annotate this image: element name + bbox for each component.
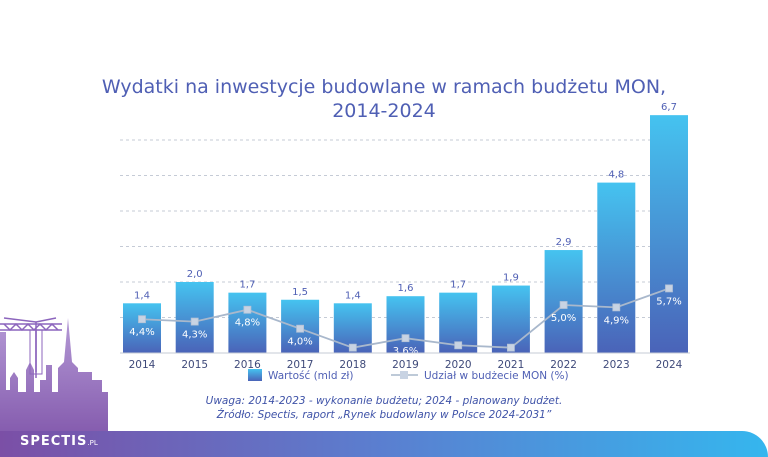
x-axis-ticks: 2014 2015 2016 2017 2018 2019 2020 2021 2022 2023… <box>129 359 683 371</box>
x-tick-label: 2019 <box>392 359 419 371</box>
x-tick-label: 2020 <box>445 359 472 371</box>
bar <box>650 115 688 354</box>
bar-value-label: 6,7 <box>661 102 677 113</box>
share-value-label: 5,0% <box>551 313 576 324</box>
logo-suffix: .PL <box>87 439 98 447</box>
x-tick-label: 2024 <box>656 359 683 371</box>
bar-value-label: 1,5 <box>292 287 308 298</box>
share-point <box>296 324 305 333</box>
bar <box>597 182 636 353</box>
legend-bar-label: Wartość (mld zł) <box>268 370 353 382</box>
x-tick-label: 2016 <box>234 359 261 371</box>
share-point <box>612 303 621 312</box>
x-tick-label: 2015 <box>181 359 208 371</box>
footer-bar <box>0 431 768 457</box>
share-point <box>506 343 515 352</box>
bar-value-label: 1,6 <box>398 283 414 294</box>
share-value-label: 3,2% <box>498 356 523 367</box>
bar-value-label: 1,7 <box>450 280 466 291</box>
chart-title-line2: 2014-2024 <box>332 100 436 122</box>
note-line1: Uwaga: 2014-2023 - wykonanie budżetu; 20… <box>205 395 563 407</box>
spectis-logo: SPECTIS.PL <box>20 431 98 454</box>
share-value-label: 4,0% <box>287 337 312 348</box>
share-value-label: 3,2% <box>340 356 365 367</box>
bar-value-label: 1,4 <box>345 290 361 301</box>
share-value-label: 4,8% <box>235 318 260 329</box>
share-value-label: 5,7% <box>656 296 681 307</box>
legend-bar-swatch <box>248 369 262 381</box>
x-tick-label: 2022 <box>550 359 577 371</box>
note-line2: Źródło: Spectis, raport „Rynek budowlany… <box>216 409 552 421</box>
share-point <box>190 317 199 326</box>
share-value-label: 3,3% <box>445 353 470 364</box>
share-point <box>401 334 410 343</box>
legend: Wartość (mld zł) Udział w budżecie MON (… <box>248 369 569 382</box>
bar-value-label: 2,9 <box>556 237 572 248</box>
share-value-label: 4,9% <box>604 315 629 326</box>
share-point <box>138 315 146 324</box>
x-tick-label: 2023 <box>603 359 630 371</box>
bar <box>123 303 161 353</box>
x-tick-label: 2018 <box>339 359 366 371</box>
share-point <box>243 305 252 314</box>
bar-value-label: 1,7 <box>239 280 255 291</box>
chart-title-line1: Wydatki na inwestycje budowlane w ramach… <box>101 76 667 98</box>
bar <box>175 282 214 353</box>
bar-value-label: 2,0 <box>187 269 203 280</box>
share-point <box>454 341 463 350</box>
x-tick-label: 2021 <box>498 359 525 371</box>
share-point <box>348 343 357 352</box>
x-tick-label: 2014 <box>129 359 156 371</box>
bar-value-label: 1,9 <box>503 273 519 284</box>
share-point <box>665 284 673 293</box>
logo-text: SPECTIS <box>20 434 88 449</box>
x-tick-label: 2017 <box>287 359 314 371</box>
share-point <box>559 301 568 309</box>
bar-value-label: 4,8 <box>608 170 624 181</box>
share-value-label: 4,4% <box>129 327 154 338</box>
share-labels: 4,4% 4,3% 4,8% 4,0% 3,2% 3,6% 3,3% 3,2% 5,0% 4,9%… <box>129 296 681 366</box>
share-value-label: 3,6% <box>393 346 418 357</box>
share-value-label: 4,3% <box>182 330 207 341</box>
city-skyline-illustration <box>0 317 108 457</box>
bar-value-label: 1,4 <box>134 290 150 301</box>
bar <box>228 292 267 353</box>
bar <box>491 285 530 353</box>
share-line <box>138 284 673 352</box>
bar <box>386 296 425 353</box>
legend-line-marker <box>400 371 408 379</box>
bar-value-labels: 1,4 2,0 1,7 1,5 1,4 1,6 1,7 1,9 2,9 4,8 6,7 <box>134 102 677 301</box>
legend-line-label: Udział w budżecie MON (%) <box>424 370 569 382</box>
bars <box>123 115 688 354</box>
